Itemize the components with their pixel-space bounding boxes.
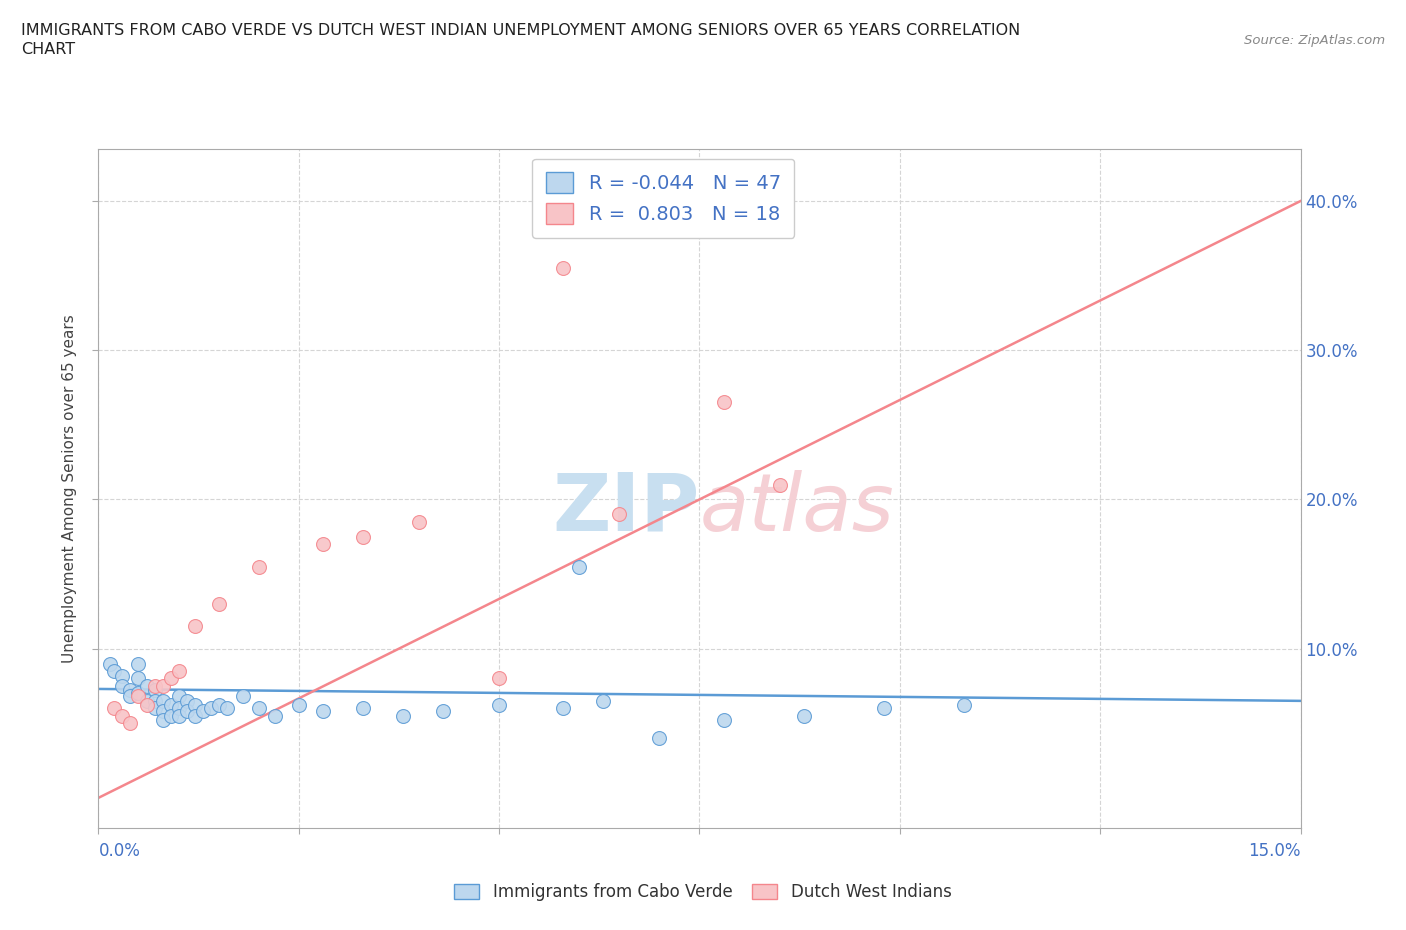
Point	[183, 709, 205, 724]
Point	[713, 395, 735, 410]
Text: 0.0%: 0.0%	[98, 842, 141, 860]
Point	[128, 689, 150, 704]
Point	[232, 689, 254, 704]
Point	[159, 709, 181, 724]
Point	[176, 704, 198, 719]
Point	[167, 709, 190, 724]
Point	[247, 701, 270, 716]
Point	[191, 704, 214, 719]
Text: Source: ZipAtlas.com: Source: ZipAtlas.com	[1244, 34, 1385, 47]
Point	[312, 704, 335, 719]
Point	[167, 701, 190, 716]
Point	[648, 731, 671, 746]
Point	[392, 709, 415, 724]
Legend: R = -0.044   N = 47, R =  0.803   N = 18: R = -0.044 N = 47, R = 0.803 N = 18	[533, 158, 794, 238]
Point	[953, 698, 976, 712]
Point	[120, 689, 142, 704]
Point	[312, 537, 335, 551]
Point	[609, 507, 631, 522]
Point	[769, 477, 792, 492]
Point	[215, 701, 238, 716]
Point	[111, 668, 134, 683]
Point	[553, 701, 575, 716]
Point	[592, 694, 614, 709]
Point	[488, 671, 510, 686]
Point	[408, 514, 430, 529]
Point	[200, 701, 222, 716]
Point	[208, 596, 231, 611]
Point	[873, 701, 896, 716]
Text: atlas: atlas	[700, 470, 894, 548]
Point	[432, 704, 454, 719]
Point	[103, 701, 125, 716]
Point	[176, 694, 198, 709]
Point	[568, 559, 591, 574]
Text: CHART: CHART	[21, 42, 75, 57]
Point	[159, 698, 181, 712]
Point	[143, 679, 166, 694]
Point	[100, 657, 122, 671]
Point	[143, 694, 166, 709]
Point	[128, 671, 150, 686]
Point	[152, 679, 174, 694]
Point	[135, 698, 157, 712]
Point	[247, 559, 270, 574]
Point	[120, 716, 142, 731]
Point	[159, 671, 181, 686]
Text: 15.0%: 15.0%	[1249, 842, 1301, 860]
Point	[135, 679, 157, 694]
Point	[263, 709, 285, 724]
Legend: Immigrants from Cabo Verde, Dutch West Indians: Immigrants from Cabo Verde, Dutch West I…	[447, 876, 959, 908]
Point	[143, 683, 166, 698]
Point	[152, 694, 174, 709]
Y-axis label: Unemployment Among Seniors over 65 years: Unemployment Among Seniors over 65 years	[62, 314, 77, 662]
Point	[143, 701, 166, 716]
Point	[208, 698, 231, 712]
Point	[111, 679, 134, 694]
Point	[288, 698, 311, 712]
Point	[352, 529, 374, 544]
Point	[713, 712, 735, 727]
Point	[167, 664, 190, 679]
Point	[488, 698, 510, 712]
Point	[183, 618, 205, 633]
Point	[135, 694, 157, 709]
Text: IMMIGRANTS FROM CABO VERDE VS DUTCH WEST INDIAN UNEMPLOYMENT AMONG SENIORS OVER : IMMIGRANTS FROM CABO VERDE VS DUTCH WEST…	[21, 23, 1021, 38]
Point	[128, 657, 150, 671]
Point	[111, 709, 134, 724]
Text: ZIP: ZIP	[553, 470, 700, 548]
Point	[793, 709, 815, 724]
Point	[167, 689, 190, 704]
Point	[152, 712, 174, 727]
Point	[152, 704, 174, 719]
Point	[183, 698, 205, 712]
Point	[103, 664, 125, 679]
Point	[352, 701, 374, 716]
Point	[120, 683, 142, 698]
Point	[553, 260, 575, 275]
Point	[128, 686, 150, 701]
